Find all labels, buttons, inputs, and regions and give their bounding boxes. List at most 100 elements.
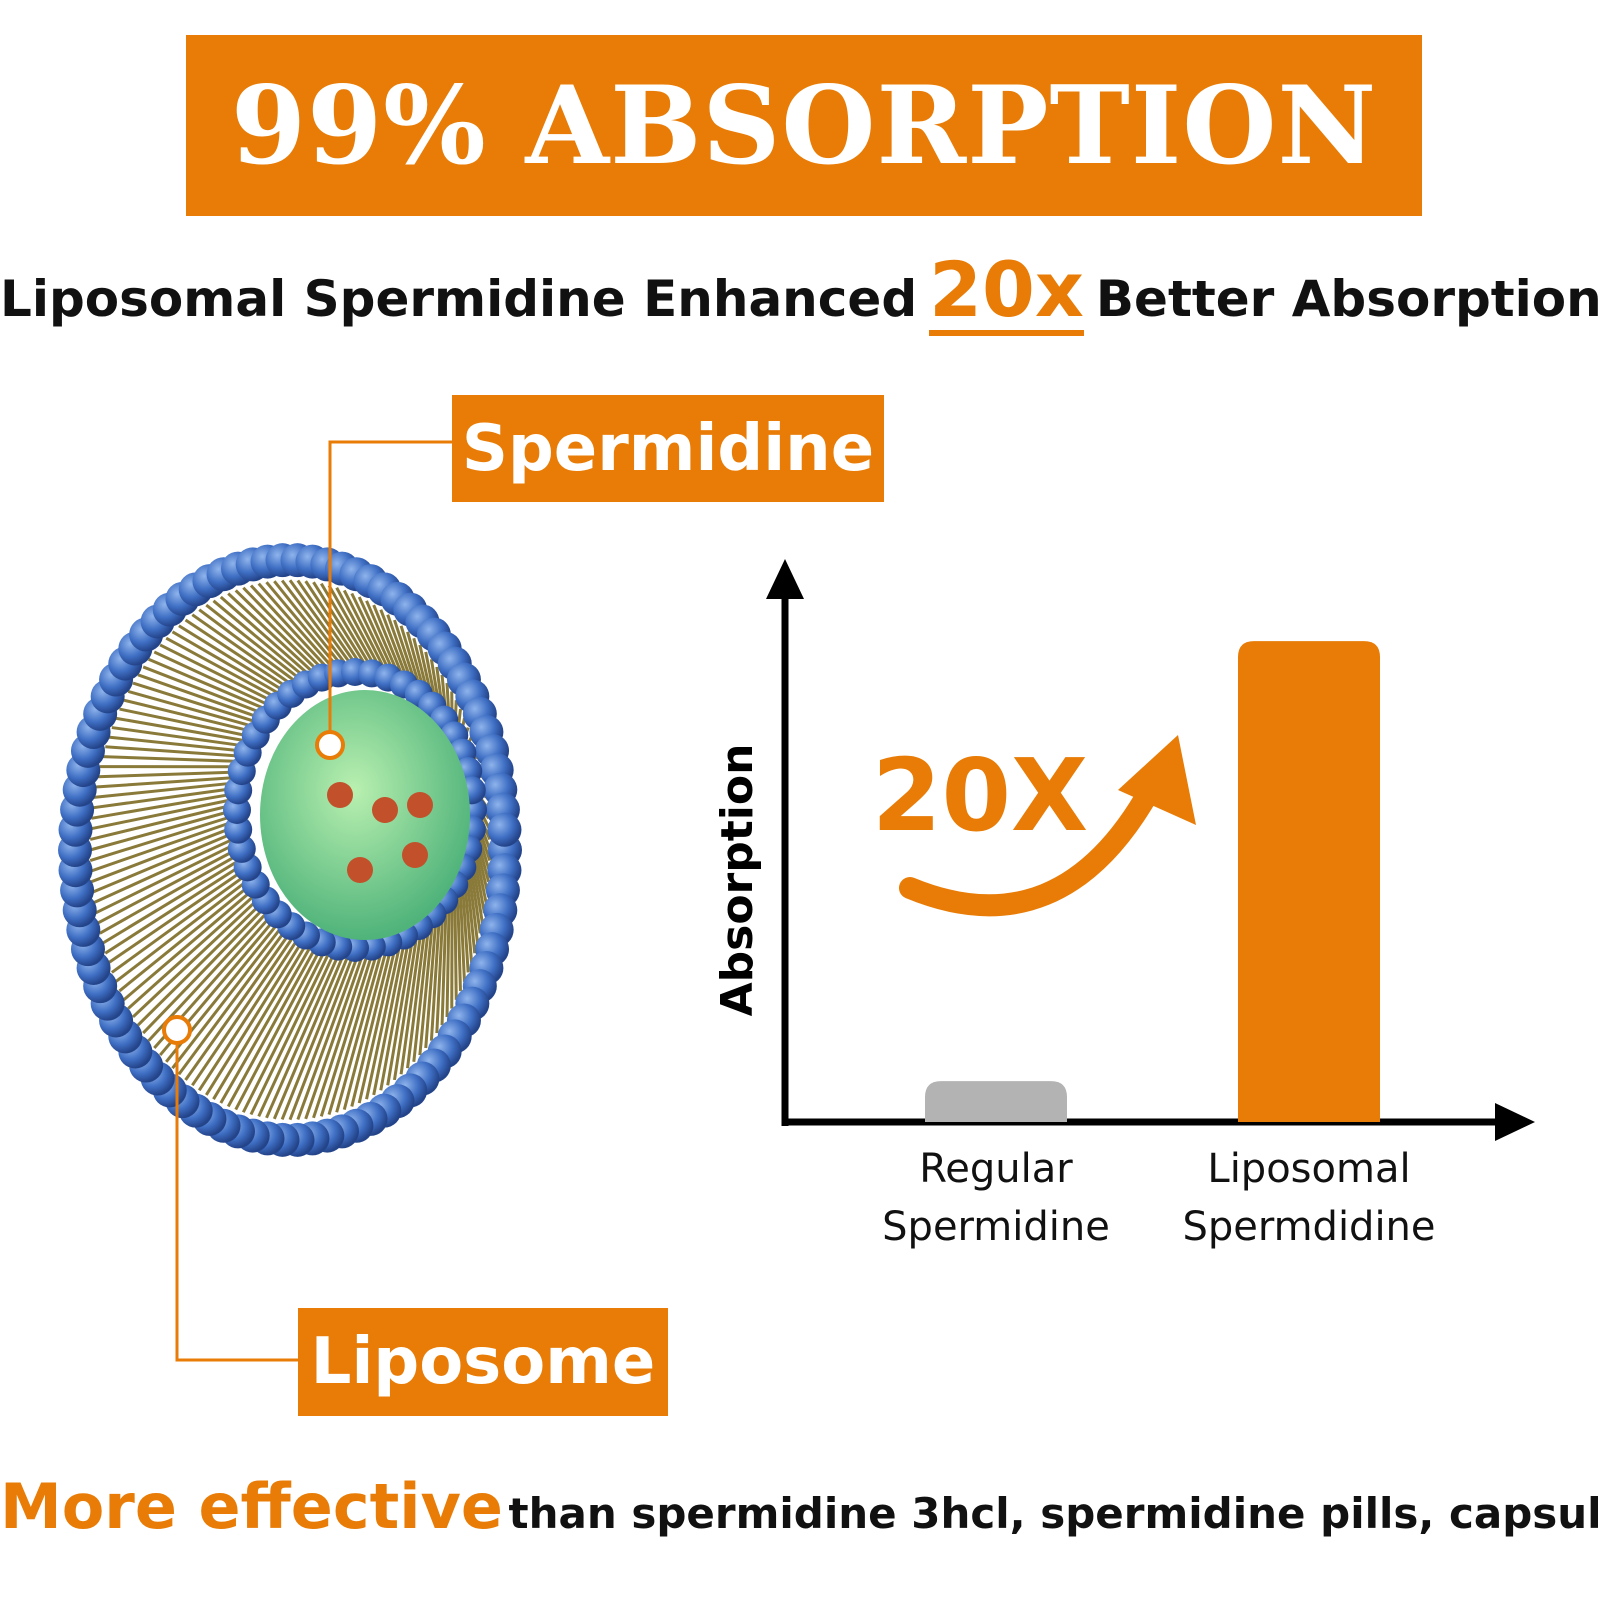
lipid-tail xyxy=(148,657,271,713)
lipid-tail xyxy=(445,896,451,1017)
liposome-drawing xyxy=(58,543,522,1157)
lipid-tail xyxy=(440,900,448,1026)
lipid-tail xyxy=(418,916,435,1056)
lipid-tail xyxy=(312,581,371,672)
lipid-tail xyxy=(108,735,247,753)
core xyxy=(260,690,470,940)
lipid-tail xyxy=(280,949,352,1121)
lipid-tail xyxy=(350,942,394,1107)
lipid-tail xyxy=(296,949,362,1121)
y-axis-label: Absorption xyxy=(712,744,763,1017)
lipid-tail xyxy=(184,618,294,692)
lipid-tail xyxy=(178,624,290,695)
headline-text: Liposomal Spermidine Enhanced xyxy=(0,270,918,328)
lipid-tail xyxy=(89,808,236,852)
lipid-tail xyxy=(119,707,253,739)
lipid-tail xyxy=(95,775,239,789)
lipid-tail xyxy=(304,949,366,1120)
lipid-tail xyxy=(91,830,238,894)
x-tick-label: Regular Spermidine xyxy=(882,1146,1110,1250)
lipid-tail xyxy=(91,792,237,820)
lipid-tail xyxy=(94,841,239,915)
lipid-tail xyxy=(191,613,298,690)
lipid-tail xyxy=(350,592,394,678)
lipid-tail xyxy=(93,835,238,904)
lipid-tail xyxy=(227,592,319,678)
lipid-tail xyxy=(127,690,259,730)
lipid-tail xyxy=(101,857,244,945)
lipid-tail xyxy=(191,931,298,1087)
lipid-tail xyxy=(435,904,445,1034)
bar xyxy=(1238,641,1380,1122)
lipid-tail xyxy=(102,755,243,764)
lipid-tail xyxy=(123,698,256,734)
banner: 99% ABSORPTION xyxy=(186,35,1422,216)
lipid-tail xyxy=(89,803,236,841)
lipid-tail xyxy=(272,948,347,1120)
lipid-tail xyxy=(406,923,428,1069)
lipid-tail xyxy=(241,945,329,1113)
lipid-tail xyxy=(171,922,286,1070)
headline-highlight: 20x xyxy=(929,245,1084,336)
lipid-tail xyxy=(288,949,357,1121)
lipid-tail xyxy=(165,636,282,702)
lipid-tail xyxy=(118,881,254,993)
lipid-tail xyxy=(412,919,431,1062)
molecule xyxy=(347,857,373,883)
lipid-tail xyxy=(212,938,311,1100)
lipid-tail xyxy=(137,673,265,721)
lipid-tail xyxy=(184,928,294,1081)
callout-label: Liposome xyxy=(298,1308,668,1416)
molecule xyxy=(407,792,433,818)
lipid-tail xyxy=(342,944,390,1110)
lipid-tail xyxy=(319,947,376,1117)
callout-label: Spermidine xyxy=(452,395,884,502)
lipid-tail xyxy=(226,942,320,1108)
footer: More effective than spermidine 3hcl, spe… xyxy=(0,1470,1600,1543)
lipid-tail xyxy=(159,643,278,705)
lipid-tail xyxy=(372,604,407,684)
annotation: 20X xyxy=(872,737,1088,854)
lipid-tail xyxy=(107,867,247,965)
lipid-tail xyxy=(127,891,259,1010)
lipid-tail xyxy=(115,716,251,744)
lipid-tail xyxy=(242,586,329,675)
lipid-tail xyxy=(212,599,311,682)
lipid-tail xyxy=(104,862,245,955)
lipid-tail xyxy=(234,944,324,1111)
lipid-tail xyxy=(335,587,385,675)
lipid-tail xyxy=(372,936,407,1096)
lipid-tail xyxy=(90,825,237,884)
lipid-tail xyxy=(219,595,315,680)
lipid-tail xyxy=(424,912,438,1049)
lipid-tail xyxy=(131,895,262,1019)
lipid-tail xyxy=(312,948,371,1119)
lipid-tail xyxy=(249,584,333,674)
lipid-tail xyxy=(153,650,275,709)
lipid-tail xyxy=(265,948,343,1119)
lipid-tail xyxy=(90,819,236,873)
lipid-tail xyxy=(89,814,236,863)
lipid-tail xyxy=(177,925,290,1076)
lipid-tail xyxy=(96,846,241,925)
molecule xyxy=(372,797,398,823)
footer-highlight: More effective xyxy=(0,1470,503,1543)
lipid-tail xyxy=(142,903,268,1035)
molecule xyxy=(402,842,428,868)
lipid-tail xyxy=(273,580,347,672)
lipid-tail xyxy=(114,877,252,983)
lipid-tail xyxy=(327,584,380,674)
shell-connector xyxy=(175,1030,298,1362)
lipid-tail xyxy=(327,946,380,1115)
lipid-tail xyxy=(111,726,249,748)
lipid-tail xyxy=(257,947,338,1118)
lipid-tail xyxy=(142,665,268,717)
lipid-tail xyxy=(99,851,242,935)
lipid-tail xyxy=(93,781,238,799)
growth-arrow-head xyxy=(1118,735,1196,825)
core-pointer xyxy=(315,730,345,760)
lipid-tail xyxy=(205,936,307,1096)
lipid-tail xyxy=(205,603,306,685)
